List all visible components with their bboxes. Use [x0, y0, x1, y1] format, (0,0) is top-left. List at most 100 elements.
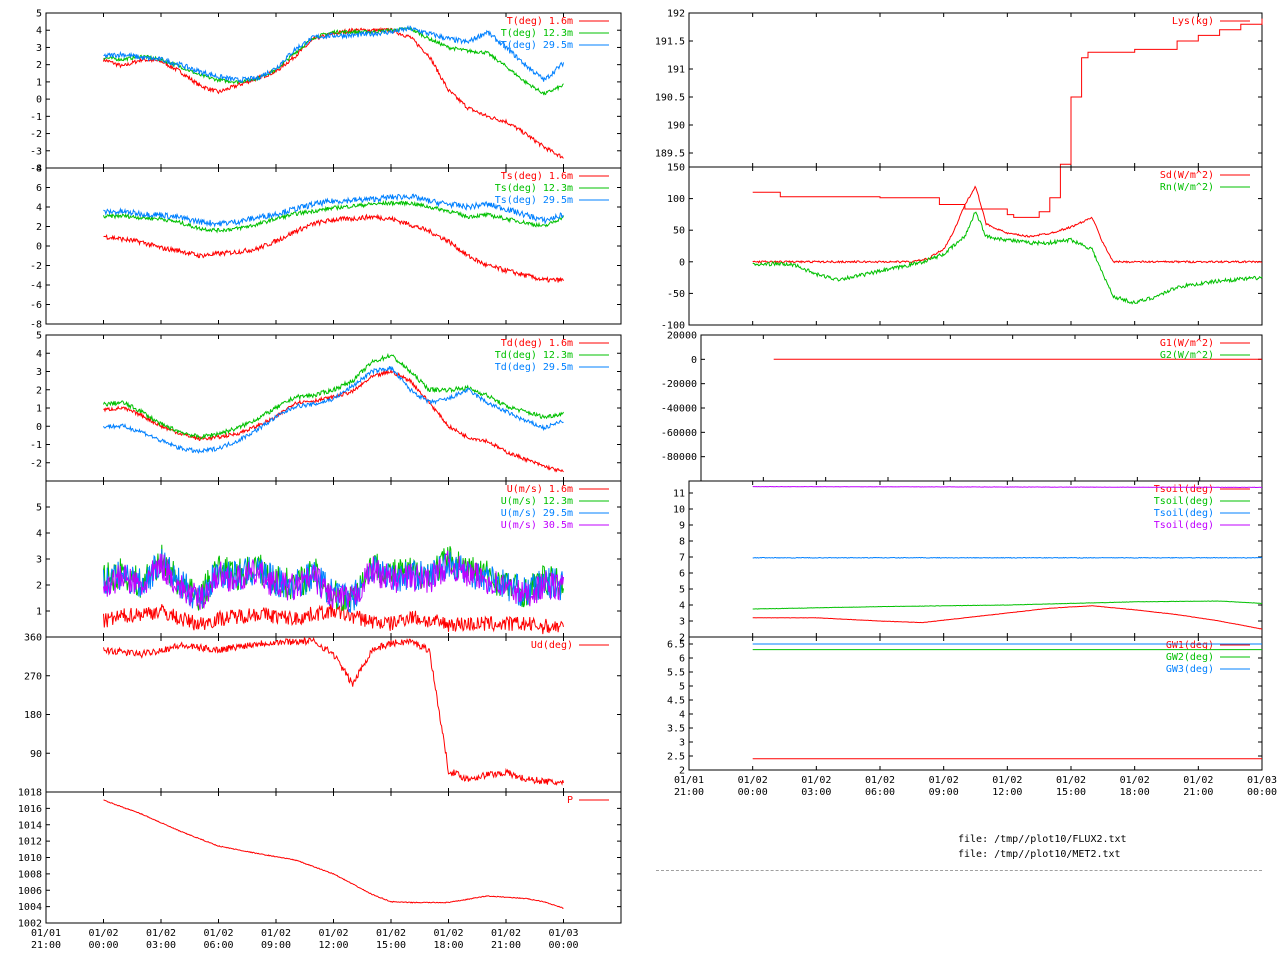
x-tick-label: 12:00 — [992, 787, 1022, 798]
x-tick-label: 06:00 — [203, 940, 233, 951]
plot-frame — [688, 166, 1263, 326]
y-tick-label: 6 — [679, 569, 685, 580]
y-tick-label: 1018 — [18, 788, 42, 799]
y-tick-label: 1 — [36, 607, 42, 618]
y-tick-label: 1008 — [18, 869, 42, 880]
y-tick-label: -6 — [30, 300, 42, 311]
y-tick-label: -2 — [30, 129, 42, 140]
y-tick-label: 10 — [673, 505, 685, 516]
x-tick-label: 01/02 — [738, 775, 768, 786]
legend-label: Ts(deg) 1.6m — [501, 171, 573, 182]
y-tick-label: 3 — [679, 738, 685, 749]
y-tick-label: -20000 — [661, 379, 697, 390]
y-tick-label: 3.5 — [667, 724, 685, 735]
legend-label: T(deg) 29.5m — [501, 40, 573, 51]
chart-gw: 22.533.544.555.566.501/0121:0001/0200:00… — [667, 636, 1277, 798]
x-tick-label: 01/02 — [318, 928, 348, 939]
y-tick-label: 0 — [691, 355, 697, 366]
y-tick-label: 6 — [679, 654, 685, 665]
legend-label: T(deg) 1.6m — [507, 16, 573, 27]
y-tick-label: -60000 — [661, 428, 697, 439]
x-tick-label: 01/02 — [146, 928, 176, 939]
y-tick-label: 180 — [24, 710, 42, 721]
y-tick-label: 192 — [667, 9, 685, 20]
legend-label: Rn(W/m^2) — [1160, 182, 1214, 193]
x-tick-label: 01/02 — [929, 775, 959, 786]
x-tick-label: 01/01 — [674, 775, 704, 786]
legend-label: P — [567, 795, 573, 806]
legend-label: Tsoil(deg) — [1154, 484, 1214, 495]
series-line-rad-1 — [752, 211, 1263, 305]
y-tick-label: -4 — [30, 164, 42, 175]
series-line-tsurf-2 — [103, 193, 564, 228]
y-tick-label: 8 — [36, 164, 42, 175]
y-tick-label: 2 — [36, 385, 42, 396]
y-tick-label: 189.5 — [655, 149, 685, 160]
y-tick-label: 0 — [36, 242, 42, 253]
legend-label: U(m/s) 1.6m — [507, 484, 573, 495]
x-tick-label: 00:00 — [548, 940, 578, 951]
legend-label: GW3(deg) — [1166, 664, 1214, 675]
y-tick-label: 2 — [36, 581, 42, 592]
chart-temp: -4 -3 -2 -1 0 1 2 3 4 5 T(deg) 1.6mT(deg) 12.3mT(d… — [30, 9, 622, 175]
chart-wind: 1 2 3 4 5 U(m/s) 1.6mU(m/s) 12.3mU(m/s) 29.5m… — [36, 480, 622, 638]
series-line-dew-1 — [103, 352, 564, 440]
x-tick-label: 21:00 — [31, 940, 61, 951]
y-tick-label: 1012 — [18, 837, 42, 848]
y-tick-label: 4 — [679, 601, 685, 612]
y-tick-label: -3 — [30, 146, 42, 157]
x-tick-label: 00:00 — [1247, 787, 1277, 798]
y-tick-label: 9 — [679, 521, 685, 532]
y-tick-label: 6.5 — [667, 640, 685, 651]
y-tick-label: -4 — [30, 281, 42, 292]
x-tick-label: 01/03 — [1247, 775, 1277, 786]
y-tick-label: 191 — [667, 65, 685, 76]
y-tick-label: 5 — [679, 585, 685, 596]
series-line-dir-0 — [103, 636, 564, 786]
file-label-met: file: /tmp//plot10/MET2.txt — [958, 849, 1121, 860]
y-tick-label: 360 — [24, 633, 42, 644]
series-line-temp-0 — [103, 26, 564, 159]
y-tick-label: 4 — [36, 529, 42, 540]
x-tick-label: 21:00 — [491, 940, 521, 951]
series-line-tsurf-0 — [103, 213, 564, 283]
y-tick-label: 270 — [24, 671, 42, 682]
x-tick-label: 01/02 — [992, 775, 1022, 786]
y-tick-label: 4.5 — [667, 696, 685, 707]
y-tick-label: 4 — [36, 349, 42, 360]
y-tick-label: 6 — [36, 183, 42, 194]
x-tick-label: 03:00 — [146, 940, 176, 951]
separator-line — [656, 870, 1262, 871]
plot-frame — [45, 636, 622, 793]
x-tick-label: 12:00 — [318, 940, 348, 951]
legend-label: U(m/s) 30.5m — [501, 520, 573, 531]
x-tick-label: 06:00 — [865, 787, 895, 798]
y-tick-label: 90 — [30, 749, 42, 760]
y-tick-label: -2 — [30, 458, 42, 469]
y-tick-label: 1010 — [18, 853, 42, 864]
legend-label: Tsoil(deg) — [1154, 520, 1214, 531]
series-line-soil-3 — [752, 485, 1262, 489]
series-line-temp-1 — [103, 26, 564, 96]
legend-label: G1(W/m^2) — [1160, 338, 1214, 349]
y-tick-label: 3 — [679, 617, 685, 628]
y-tick-label: 100 — [667, 194, 685, 205]
legend-label: Sd(W/m^2) — [1160, 170, 1214, 181]
y-tick-label: 3 — [36, 43, 42, 54]
legend-label: T(deg) 12.3m — [501, 28, 573, 39]
legend-label: Ts(deg) 12.3m — [495, 183, 573, 194]
x-tick-label: 00:00 — [738, 787, 768, 798]
legend-label: Td(deg) 1.6m — [501, 338, 573, 349]
x-tick-label: 00:00 — [88, 940, 118, 951]
x-tick-label: 18:00 — [433, 940, 463, 951]
y-tick-label: 1004 — [18, 902, 42, 913]
x-tick-label: 01/02 — [491, 928, 521, 939]
plot-frame — [45, 791, 622, 924]
y-tick-label: -8 — [30, 320, 42, 331]
y-tick-label: 5 — [36, 331, 42, 342]
chart-ground: -80000 -60000 -40000 -20000 0 20000 G1(W/m^2)G… — [661, 331, 1263, 482]
x-tick-label: 01/03 — [548, 928, 578, 939]
y-tick-label: 4 — [36, 203, 42, 214]
x-tick-label: 01/02 — [203, 928, 233, 939]
